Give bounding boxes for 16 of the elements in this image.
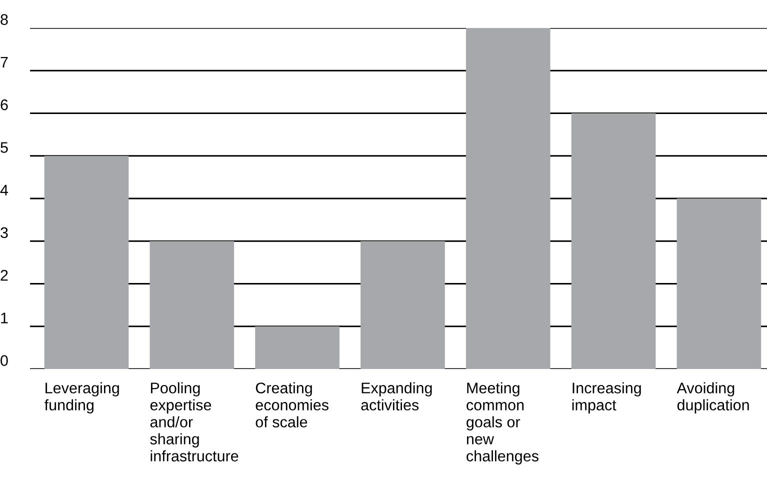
x-tick-label: Avoiding duplication bbox=[676, 382, 749, 414]
y-tick-label: 1 bbox=[1, 312, 8, 324]
x-tick-label: Meeting common goals or new challenges bbox=[466, 382, 538, 464]
x-tick-label: Increasing impact bbox=[572, 382, 641, 414]
y-tick-label: 7 bbox=[0, 56, 8, 68]
x-tick-label: Leveraging funding bbox=[44, 382, 119, 414]
y-tick-label: 8 bbox=[0, 14, 8, 25]
y-tick-label: 6 bbox=[0, 99, 8, 110]
x-tick-label: Expanding activities bbox=[361, 382, 432, 410]
y-tick-label: 4 bbox=[0, 184, 8, 196]
y-tick-label: 5 bbox=[0, 142, 8, 153]
y-tick-label: 2 bbox=[0, 270, 8, 281]
y-tick-label: 0 bbox=[0, 355, 8, 366]
y-tick-label: 3 bbox=[0, 227, 8, 238]
x-tick-label: Creating economies of scale bbox=[256, 382, 328, 428]
x-tick-label: Pooling expertise and/or sharing infrastructure bbox=[150, 382, 238, 462]
